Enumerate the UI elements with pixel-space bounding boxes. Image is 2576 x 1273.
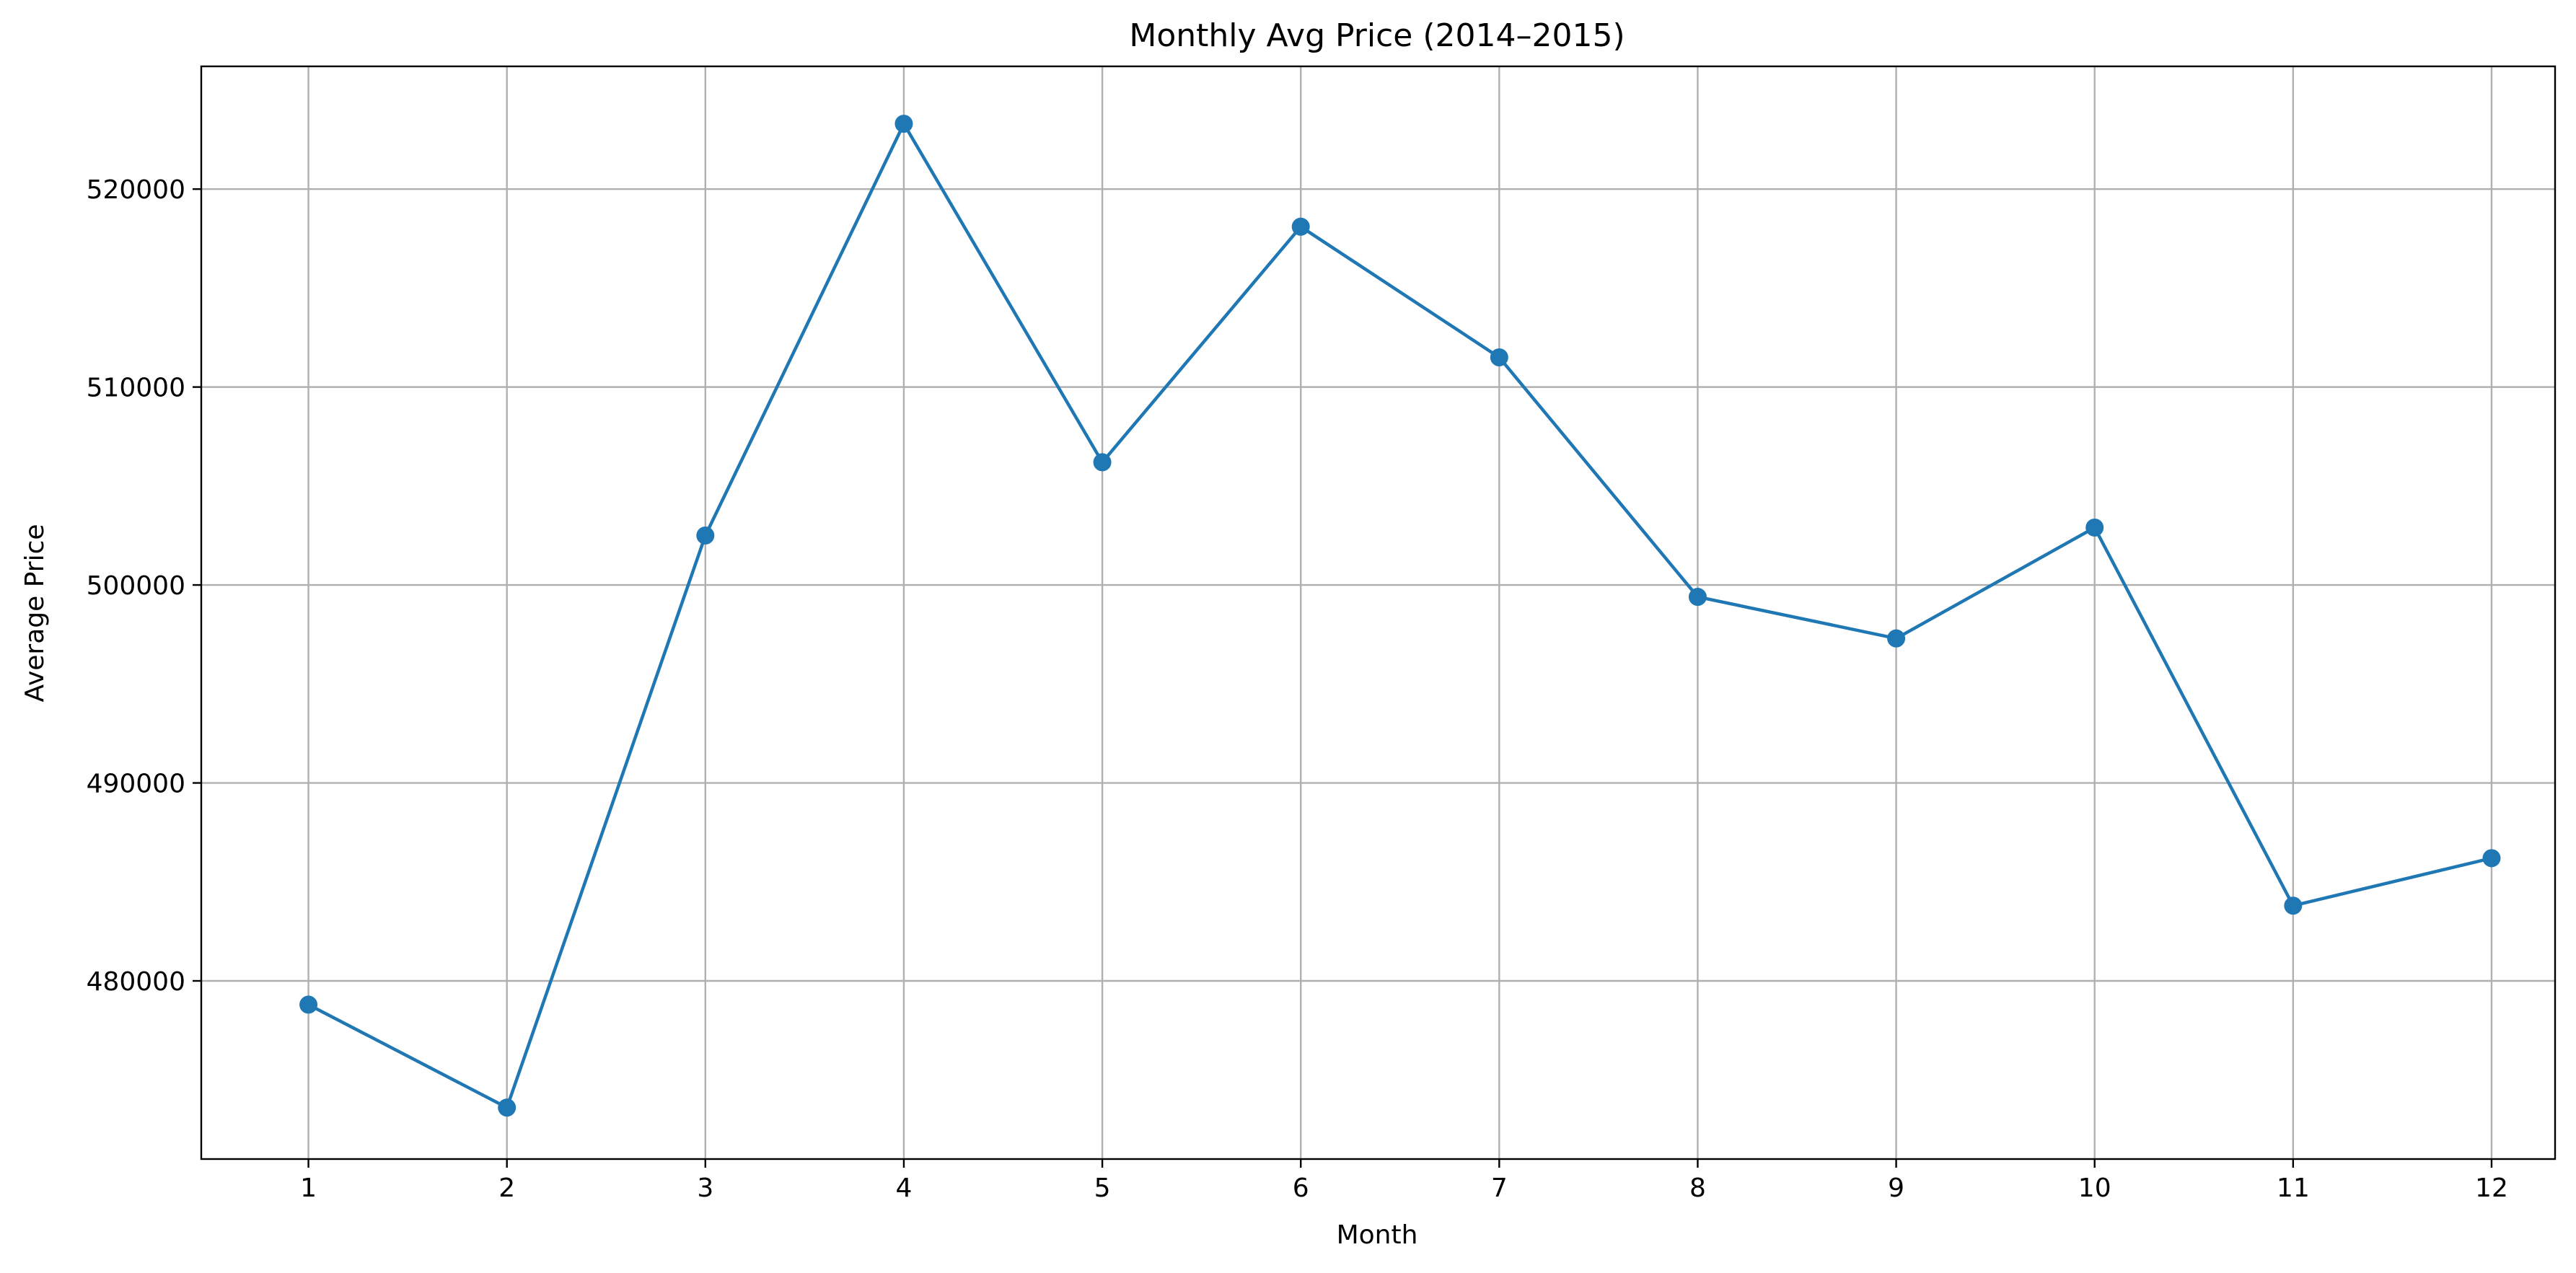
- x-tick-label: 9: [1888, 1173, 1904, 1203]
- plot-frame: [200, 65, 2557, 1160]
- x-tick-label: 4: [895, 1173, 912, 1203]
- ticks: 1 2 3 4 5 6 7 8 9 10 11 124800004900005000005100005…: [87, 175, 2508, 1203]
- y-tick-label: 480000: [87, 967, 185, 997]
- x-tick-label: 7: [1491, 1173, 1508, 1203]
- data-point: [498, 1098, 516, 1117]
- series-line: [307, 122, 2492, 1109]
- x-tick-label: 6: [1293, 1173, 1309, 1203]
- data-point: [2482, 849, 2501, 868]
- x-tick-label: 2: [498, 1173, 515, 1203]
- data-point: [1291, 217, 1310, 236]
- data-point: [1093, 453, 1112, 472]
- x-tick-label: 11: [2277, 1173, 2310, 1203]
- x-axis-label: Month: [1337, 1220, 1418, 1250]
- x-tick-label: 12: [2475, 1173, 2508, 1203]
- x-tick-label: 1: [300, 1173, 317, 1203]
- y-tick-label: 510000: [87, 374, 185, 403]
- y-tick-label: 500000: [87, 571, 185, 601]
- series-layer: [299, 115, 2501, 1117]
- data-point: [1490, 348, 1508, 366]
- grid: [201, 66, 2555, 1159]
- y-tick-label: 520000: [87, 175, 185, 205]
- data-point: [2085, 518, 2104, 537]
- data-point: [894, 115, 913, 133]
- data-point: [1887, 629, 1906, 648]
- data-point: [2284, 897, 2303, 915]
- chart-title: Monthly Avg Price (2014–2015): [1129, 17, 1625, 54]
- y-tick-label: 490000: [87, 770, 185, 799]
- x-tick-label: 3: [697, 1173, 713, 1203]
- x-tick-label: 8: [1689, 1173, 1706, 1203]
- data-point: [299, 995, 318, 1014]
- x-tick-label: 10: [2078, 1173, 2111, 1203]
- x-tick-label: 5: [1094, 1173, 1111, 1203]
- data-point: [696, 526, 715, 545]
- data-point: [1688, 588, 1707, 607]
- y-axis-label: Average Price: [20, 524, 50, 702]
